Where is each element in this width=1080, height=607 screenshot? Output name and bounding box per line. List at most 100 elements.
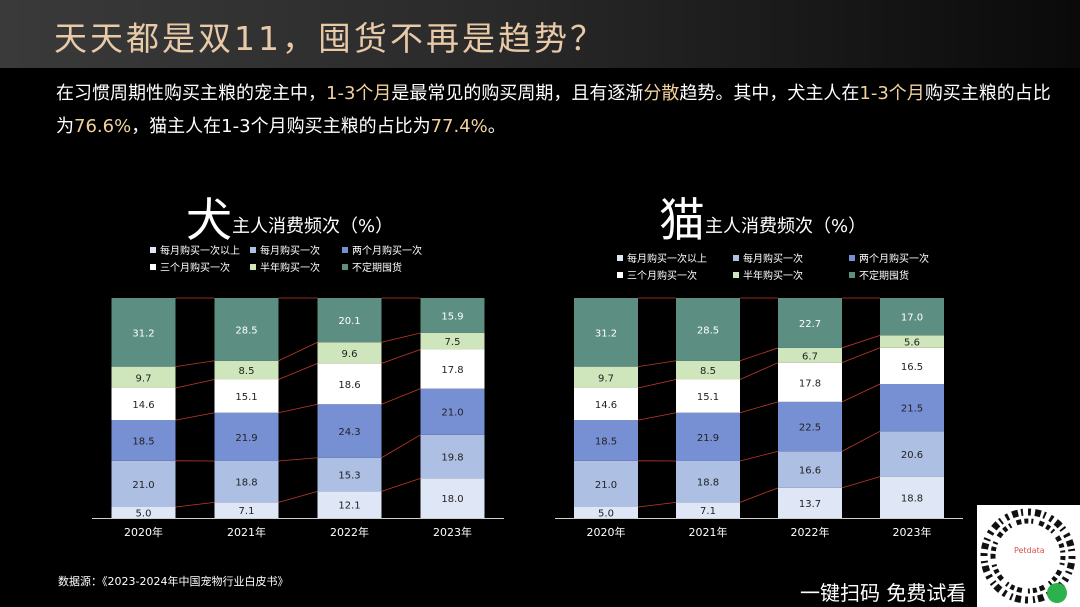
dog-data-label: 21.0 bbox=[441, 408, 463, 419]
dog-chart-title-small: 主人消费频次（%） bbox=[232, 216, 394, 237]
cat-chart-title-big: 猫 bbox=[659, 193, 705, 247]
dog-bar-segment bbox=[317, 298, 382, 343]
cat-bar-segment bbox=[574, 507, 638, 518]
cat-legend-swatch bbox=[733, 272, 739, 278]
mini-program-icon bbox=[1047, 583, 1067, 603]
dog-data-label: 15.9 bbox=[441, 311, 463, 322]
cat-data-label: 18.5 bbox=[595, 436, 617, 447]
intro-highlight: 77.4% bbox=[430, 116, 488, 137]
cat-bar-segment bbox=[676, 298, 740, 361]
dog-data-label: 7.1 bbox=[239, 506, 255, 517]
cat-bar-segment bbox=[778, 347, 842, 363]
dog-legend-label: 两个月购买一次 bbox=[352, 244, 422, 257]
dog-bar-segment bbox=[214, 412, 279, 461]
cat-data-label: 6.7 bbox=[802, 351, 818, 362]
cat-connector-line bbox=[841, 430, 881, 452]
dog-legend-label: 半年购买一次 bbox=[260, 261, 320, 274]
dog-bar-segment bbox=[111, 507, 176, 518]
dog-legend-swatch bbox=[150, 247, 156, 253]
cat-category-label: 2023年 bbox=[893, 525, 932, 539]
cat-legend-swatch bbox=[733, 255, 739, 261]
dog-legend-swatch bbox=[150, 264, 156, 270]
cat-data-label: 18.8 bbox=[901, 493, 923, 504]
data-source-note: 数据源：《2023-2024年中国宠物行业白皮书》 bbox=[58, 575, 289, 588]
cat-bar-segment bbox=[574, 387, 638, 421]
dog-connector-line bbox=[278, 403, 318, 414]
cat-bar-segment bbox=[778, 298, 842, 348]
intro-paragraph: 在习惯周期性购买主粮的宠主中，1-3个月是最常见的购买周期，且有逐渐分散趋势。其… bbox=[56, 77, 1056, 143]
dog-legend-swatch bbox=[250, 247, 256, 253]
dog-connector-line bbox=[175, 379, 215, 389]
dog-legend-swatch bbox=[342, 247, 348, 253]
cat-legend-label: 两个月购买一次 bbox=[859, 252, 929, 265]
dog-bar-segment bbox=[317, 404, 382, 458]
dog-category-label: 2020年 bbox=[124, 525, 163, 539]
dog-bar-segment bbox=[420, 434, 485, 479]
cat-legend-label: 每月购买一次以上 bbox=[627, 252, 707, 265]
cat-connector-line bbox=[739, 487, 779, 503]
cat-data-label: 16.5 bbox=[901, 362, 923, 373]
cat-connector-line bbox=[841, 383, 881, 403]
dog-chart-title: 犬主人消费频次（%） bbox=[186, 184, 393, 250]
scan-cta-text: 一键扫码 免费试看 bbox=[800, 581, 967, 605]
qr-brand-text: Petdata bbox=[1014, 546, 1045, 555]
dog-data-label: 15.1 bbox=[235, 392, 257, 403]
dog-bar-segment bbox=[420, 332, 485, 350]
dog-data-label: 5.0 bbox=[136, 509, 152, 520]
dog-bar-segment bbox=[214, 379, 279, 413]
dog-bar-segment bbox=[317, 491, 382, 518]
cat-data-label: 17.0 bbox=[901, 313, 923, 324]
dog-bar-segment bbox=[111, 366, 176, 388]
dog-connector-line bbox=[278, 341, 318, 362]
dog-category-label: 2021年 bbox=[227, 525, 266, 539]
dog-data-label: 18.6 bbox=[338, 380, 360, 391]
dog-connector-line bbox=[381, 332, 421, 343]
cat-bar-segment bbox=[676, 412, 740, 461]
dog-legend-label: 每月购买一次以上 bbox=[160, 244, 240, 257]
cat-connector-line bbox=[637, 412, 677, 421]
cat-category-label: 2021年 bbox=[689, 525, 728, 539]
cat-category-label: 2020年 bbox=[587, 525, 626, 539]
dog-data-label: 8.5 bbox=[239, 366, 255, 377]
cat-bar-segment bbox=[778, 451, 842, 488]
cat-chart-title: 猫主人消费频次（%） bbox=[659, 184, 866, 250]
cat-connector-line bbox=[841, 476, 881, 489]
cat-legend-label: 每月购买一次 bbox=[743, 252, 803, 265]
dog-bar-segment bbox=[214, 460, 279, 503]
cat-data-label: 17.8 bbox=[799, 378, 821, 389]
cat-data-label: 15.1 bbox=[697, 392, 719, 403]
dog-category-label: 2022年 bbox=[330, 525, 369, 539]
cat-connector-line bbox=[739, 347, 779, 362]
dog-data-label: 7.5 bbox=[445, 337, 461, 348]
cat-data-label: 21.5 bbox=[901, 404, 923, 415]
cat-data-label: 14.6 bbox=[595, 400, 617, 411]
cat-connector-line bbox=[637, 379, 677, 389]
cat-data-label: 31.2 bbox=[595, 328, 617, 339]
intro-text: 在习惯周期性购买主粮的宠主中， bbox=[56, 83, 326, 104]
intro-text: 趋势。其中，犬主人在 bbox=[679, 83, 860, 104]
qr-code-graphic: Petdata bbox=[980, 508, 1076, 604]
dog-connector-line bbox=[381, 478, 421, 492]
intro-text: 购买主粮的占比为 bbox=[56, 83, 1051, 137]
dog-bar-segment bbox=[420, 349, 485, 389]
cat-chart-title-small: 主人消费频次（%） bbox=[705, 216, 867, 237]
dog-bar-segment bbox=[420, 478, 485, 518]
cat-legend-label: 三个月购买一次 bbox=[627, 269, 697, 282]
dog-data-label: 18.8 bbox=[235, 478, 257, 489]
intro-highlight: 1-3个月 bbox=[859, 83, 925, 104]
dog-connector-line bbox=[278, 362, 318, 380]
dog-connector-line bbox=[278, 490, 318, 503]
cat-bar-segment bbox=[778, 362, 842, 402]
cat-legend-swatch bbox=[849, 255, 855, 261]
dog-bar-segment bbox=[317, 342, 382, 364]
intro-highlight: 1-3个月 bbox=[326, 83, 392, 104]
dog-data-label: 9.6 bbox=[342, 349, 358, 360]
dog-connector-line bbox=[175, 360, 215, 368]
cat-bar-segment bbox=[880, 384, 944, 432]
cat-bar-segment bbox=[574, 298, 638, 367]
dog-connector-line bbox=[381, 349, 421, 364]
dog-bar-segment bbox=[214, 502, 279, 518]
qr-code[interactable]: Petdata bbox=[977, 505, 1080, 607]
cat-data-label: 22.5 bbox=[799, 423, 821, 434]
